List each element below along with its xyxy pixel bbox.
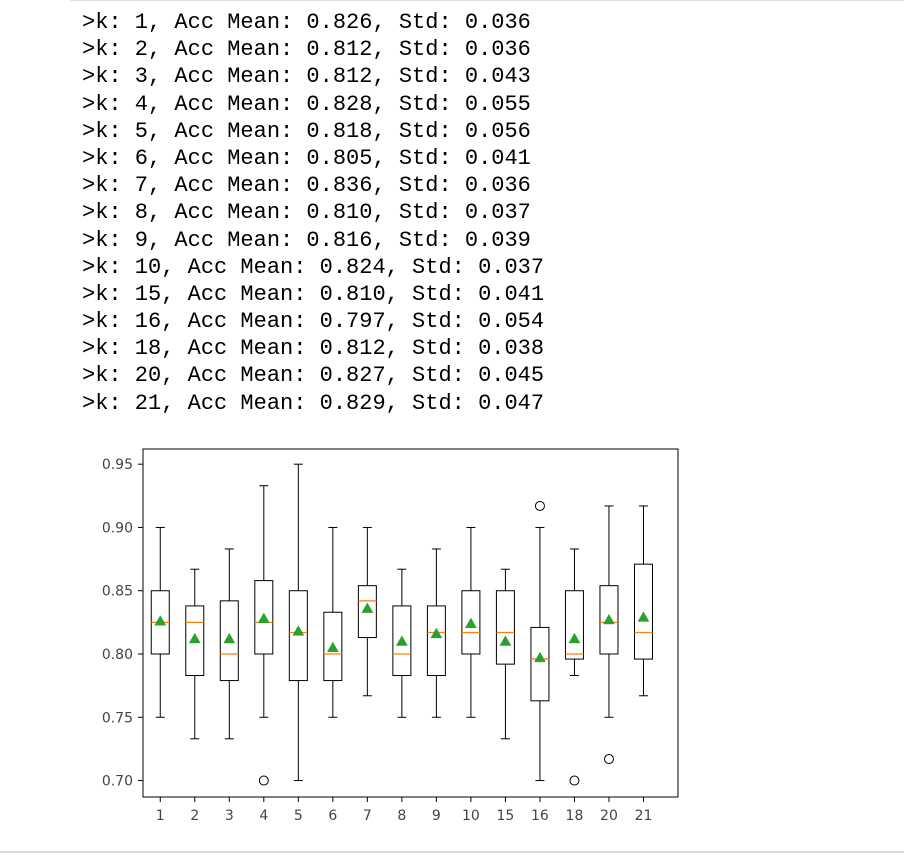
mean-marker <box>223 632 236 644</box>
mean-marker <box>464 617 477 629</box>
output-line: >k: 8, Acc Mean: 0.810, Std: 0.037 <box>82 200 531 226</box>
mean-marker <box>568 632 581 644</box>
mean-marker <box>188 632 201 644</box>
x-tick-label: 1 <box>156 808 165 824</box>
output-line: >k: 21, Acc Mean: 0.829, Std: 0.047 <box>82 390 545 416</box>
output-line: >k: 7, Acc Mean: 0.836, Std: 0.036 <box>82 173 531 199</box>
output-line: >k: 20, Acc Mean: 0.827, Std: 0.045 <box>82 363 545 389</box>
flier-point <box>534 500 545 511</box>
box <box>254 580 274 655</box>
x-tick-label: 9 <box>432 808 441 824</box>
mean-marker <box>603 613 615 625</box>
x-tick-label: 2 <box>190 808 199 824</box>
console-output: >k: 1, Acc Mean: 0.826, Std: 0.036 >k: 2,… <box>82 9 544 417</box>
box <box>219 600 239 682</box>
mean-marker <box>534 651 546 663</box>
y-tick-label: 0.70 <box>102 774 133 790</box>
mean-marker <box>395 635 408 646</box>
y-tick-label: 0.85 <box>102 584 133 600</box>
x-tick-label: 7 <box>363 808 372 824</box>
output-line: >k: 5, Acc Mean: 0.818, Std: 0.056 <box>82 118 531 144</box>
y-tick-label: 0.80 <box>102 647 133 663</box>
box <box>392 605 412 677</box>
x-tick-label: 10 <box>462 808 480 824</box>
x-tick-label: 16 <box>531 808 549 824</box>
box <box>530 626 550 702</box>
box <box>633 563 653 660</box>
mean-marker <box>257 612 270 623</box>
output-line: >k: 9, Acc Mean: 0.816, Std: 0.039 <box>82 227 531 253</box>
mean-marker <box>499 635 512 646</box>
x-tick-label: 15 <box>497 808 515 824</box>
output-line: >k: 1, Acc Mean: 0.826, Std: 0.036 <box>82 10 531 35</box>
x-tick-label: 20 <box>600 808 618 824</box>
box <box>599 585 619 655</box>
box <box>495 590 515 665</box>
output-line: >k: 3, Acc Mean: 0.812, Std: 0.043 <box>82 64 531 90</box>
axes-frame <box>142 448 679 798</box>
mean-marker <box>326 641 339 653</box>
x-tick-label: 3 <box>225 808 234 824</box>
box <box>564 590 584 660</box>
y-tick-label: 0.95 <box>102 457 133 473</box>
mean-marker <box>637 611 650 622</box>
output-line: >k: 2, Acc Mean: 0.812, Std: 0.036 <box>82 37 531 63</box>
cell-bottom-border <box>0 851 904 853</box>
box <box>426 605 446 677</box>
output-line: >k: 18, Acc Mean: 0.812, Std: 0.038 <box>82 336 545 362</box>
cell-top-border <box>70 0 904 1</box>
output-line: >k: 16, Acc Mean: 0.797, Std: 0.054 <box>82 309 545 335</box>
box <box>357 585 377 639</box>
box <box>288 590 308 682</box>
flier-point <box>569 775 580 786</box>
output-line: >k: 10, Acc Mean: 0.824, Std: 0.037 <box>82 254 545 280</box>
flier-point <box>258 775 269 786</box>
y-tick-label: 0.75 <box>102 710 133 726</box>
flier-point <box>603 754 614 765</box>
x-tick-label: 8 <box>397 808 406 824</box>
x-tick-label: 5 <box>294 808 303 824</box>
mean-marker <box>292 625 305 636</box>
plot-area: 0.70 0.75 0.80 0.85 0.90 0.95 1 2 3 4 5 6 7 8 9 10 15 16 1… <box>102 448 679 824</box>
output-line: >k: 6, Acc Mean: 0.805, Std: 0.041 <box>82 145 531 171</box>
box <box>461 590 481 655</box>
box <box>185 605 205 677</box>
output-line: >k: 15, Acc Mean: 0.810, Std: 0.041 <box>82 281 545 307</box>
x-tick-label: 18 <box>566 808 584 824</box>
mean-marker <box>430 627 443 639</box>
x-tick-label: 4 <box>259 808 268 824</box>
output-line: >k: 4, Acc Mean: 0.828, Std: 0.055 <box>82 91 531 117</box>
x-tick-label: 21 <box>635 808 653 824</box>
box <box>323 611 343 682</box>
mean-marker <box>361 602 374 613</box>
y-tick-label: 0.90 <box>102 520 133 536</box>
mean-marker <box>154 615 167 626</box>
x-tick-label: 6 <box>328 808 337 824</box>
